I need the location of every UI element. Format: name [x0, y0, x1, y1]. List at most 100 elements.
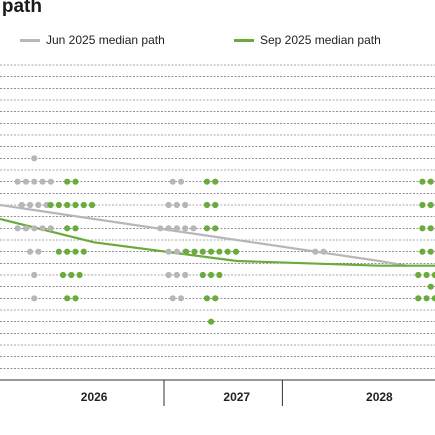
sep-projection-dot: [419, 178, 426, 185]
sep-projection-dot: [64, 225, 71, 232]
jun-projection-dot: [177, 178, 185, 185]
sep-projection-dot: [203, 225, 211, 232]
legend-label-sep: Sep 2025 median path: [260, 33, 381, 47]
jun-projection-dot: [173, 248, 180, 255]
jun-projection-dot: [173, 201, 180, 209]
jun-projection-dot: [22, 178, 30, 185]
jun-projection-dot: [31, 225, 38, 232]
sep-projection-dot: [68, 271, 75, 279]
legend-label-jun: Jun 2025 median path: [46, 33, 165, 47]
sep-projection-dot: [212, 225, 219, 232]
sep-projection-dot: [427, 178, 434, 185]
jun-projection-dot: [169, 295, 176, 302]
jun-projection-dot: [182, 201, 189, 209]
sep-projection-dot: [431, 295, 435, 302]
sep-projection-dot: [199, 271, 206, 279]
sep-projection-dot: [72, 178, 79, 185]
sep-projection-dot: [207, 271, 215, 279]
legend-swatch-sep: [234, 38, 254, 42]
sep-projection-dot: [232, 248, 240, 255]
sep-projection-dot: [72, 225, 79, 232]
sep-projection-dot: [216, 271, 223, 279]
sep-projection-dot: [415, 295, 422, 302]
sep-projection-dot: [419, 248, 426, 255]
jun-projection-dot: [31, 271, 38, 279]
sep-projection-dot: [64, 178, 71, 185]
sep-projection-dot: [224, 248, 231, 255]
legend-item-sep: Sep 2025 median path: [234, 33, 381, 47]
jun-projection-dot: [47, 225, 54, 232]
jun-projection-dot: [169, 178, 176, 185]
sep-projection-dot: [427, 283, 434, 290]
sep-projection-dot: [423, 295, 430, 302]
sep-projection-dot: [427, 201, 434, 209]
sep-projection-dot: [47, 201, 54, 209]
sep-median-path-line: [0, 217, 435, 267]
sep-projection-dot: [423, 271, 430, 279]
jun-median-path-line: [0, 203, 407, 267]
sep-projection-dot: [199, 248, 206, 255]
sep-projection-dot: [212, 178, 219, 185]
sep-projection-dot: [88, 201, 96, 209]
sep-projection-dot: [427, 248, 434, 255]
x-tick-label-2028: 2028: [366, 390, 393, 404]
sep-projection-dot: [419, 225, 426, 232]
sep-projection-dot: [64, 295, 71, 302]
sep-projection-dot: [431, 271, 435, 279]
sep-projection-dot: [207, 248, 215, 255]
sep-projection-dot: [55, 201, 62, 209]
jun-projection-dot: [312, 248, 319, 255]
sep-projection-dot: [80, 201, 87, 209]
sep-projection-dot: [72, 295, 79, 302]
jun-projection-dot: [177, 295, 185, 302]
jun-projection-dot: [14, 178, 21, 185]
jun-projection-dot: [26, 248, 34, 255]
x-tick-label-2026: 2026: [81, 390, 108, 404]
sep-projection-dot: [207, 318, 215, 325]
legend-swatch-jun: [20, 38, 40, 42]
sep-projection-dot: [427, 225, 434, 232]
sep-projection-dot: [203, 295, 211, 302]
jun-projection-dot: [14, 225, 21, 232]
jun-projection-dot: [173, 271, 180, 279]
sep-projection-dot: [72, 201, 79, 209]
jun-projection-dot: [157, 225, 164, 232]
jun-projection-dot: [18, 201, 25, 209]
jun-projection-dot: [190, 225, 197, 232]
sep-projection-dot: [64, 248, 71, 255]
sep-projection-dot: [59, 271, 67, 279]
jun-projection-dot: [39, 225, 46, 232]
jun-projection-dot: [31, 155, 38, 162]
jun-projection-dot: [320, 248, 327, 255]
chart-title: e path: [0, 0, 42, 17]
sep-projection-dot: [55, 248, 62, 255]
jun-projection-dot: [182, 271, 189, 279]
sep-projection-dot: [212, 201, 219, 209]
sep-projection-dot: [212, 295, 219, 302]
jun-projection-dot: [47, 178, 54, 185]
sep-projection-dot: [183, 248, 190, 255]
sep-projection-dot: [203, 178, 211, 185]
jun-projection-dot: [31, 178, 38, 185]
sep-projection-dot: [80, 248, 87, 255]
jun-projection-dot: [26, 201, 34, 209]
jun-projection-dot: [165, 201, 172, 209]
jun-projection-dot: [165, 248, 172, 255]
jun-projection-dot: [173, 225, 180, 232]
sep-projection-dot: [216, 248, 223, 255]
sep-projection-dot: [203, 201, 211, 209]
sep-projection-dot: [76, 271, 83, 279]
jun-projection-dot: [35, 248, 42, 255]
sep-projection-dot: [419, 201, 426, 209]
legend-item-jun: Jun 2025 median path: [20, 33, 165, 47]
jun-projection-dot: [165, 225, 172, 232]
sep-projection-dot: [72, 248, 79, 255]
jun-projection-dot: [35, 201, 42, 209]
jun-projection-dot: [39, 178, 46, 185]
sep-projection-dot: [415, 271, 422, 279]
jun-projection-dot: [182, 225, 189, 232]
sep-projection-dot: [64, 201, 71, 209]
jun-projection-dot: [31, 295, 38, 302]
jun-projection-dot: [22, 225, 30, 232]
